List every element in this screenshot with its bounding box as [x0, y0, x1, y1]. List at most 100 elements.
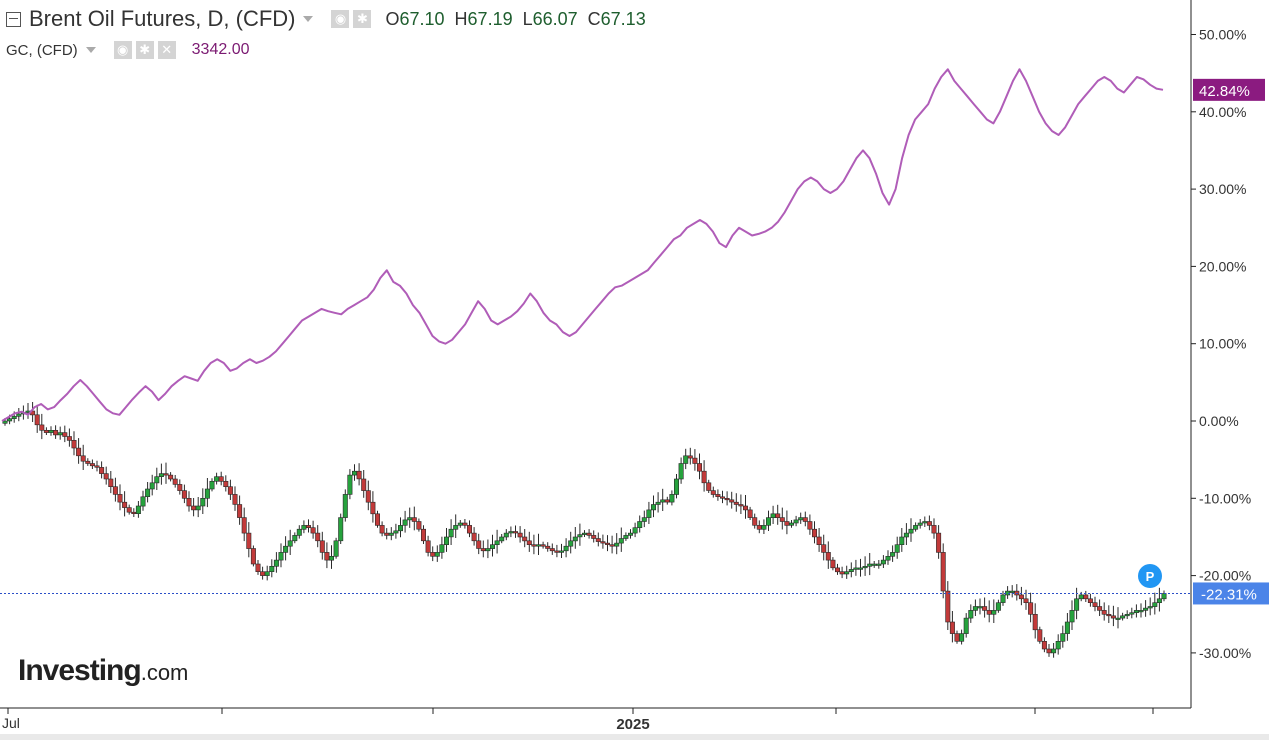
candle [687, 447, 693, 465]
candle [1069, 600, 1075, 630]
candle [807, 514, 813, 535]
eye-icon[interactable]: ◉ [113, 41, 132, 59]
candle-body [57, 432, 63, 436]
candle-body [425, 540, 431, 553]
symbol-title[interactable]: Brent Oil Futures, D, (CFD) [29, 6, 296, 31]
candle-body [623, 535, 629, 539]
candle [163, 462, 169, 484]
chevron-down-icon[interactable] [303, 16, 314, 22]
close-icon[interactable]: ✕ [157, 41, 176, 59]
chevron-down-icon[interactable] [85, 47, 96, 53]
candle-body [135, 505, 141, 514]
candle [1147, 597, 1153, 616]
candle-body [752, 517, 758, 526]
candle-body [315, 532, 321, 542]
candle-body [701, 470, 707, 484]
candle [89, 459, 95, 469]
candle [466, 520, 472, 538]
gear-icon[interactable]: ✱ [135, 41, 154, 59]
candle-body [1124, 613, 1130, 617]
candle-body [416, 521, 422, 530]
y-tick-label: -30.00% [1199, 645, 1251, 661]
candle-body [963, 617, 969, 634]
candle-body [586, 532, 592, 536]
candle [1106, 605, 1112, 623]
candle-body [264, 571, 270, 576]
candle-body [1147, 606, 1153, 609]
candle [779, 507, 785, 530]
candle-body [361, 478, 367, 491]
candle-body [1087, 598, 1093, 603]
candle [926, 515, 932, 531]
candle [195, 497, 201, 518]
candle [76, 438, 82, 464]
candle-body [862, 565, 868, 569]
candle-body [1110, 615, 1116, 619]
candle [310, 520, 316, 539]
candle [315, 525, 321, 548]
candle-body [913, 525, 919, 530]
candle [669, 490, 675, 506]
candle [1124, 610, 1130, 619]
candle [683, 448, 689, 470]
high-label: H [454, 8, 468, 29]
y-tick-label: 40.00% [1199, 104, 1246, 120]
candle-body [485, 548, 491, 552]
gold-series [1, 68, 1164, 422]
candle [177, 479, 183, 495]
candle-body [370, 501, 376, 515]
candle-body [365, 490, 371, 503]
candle-body [1106, 613, 1112, 617]
low-label: L [522, 8, 533, 29]
candle [880, 555, 886, 568]
event-marker-label: P [1146, 569, 1155, 584]
candle [710, 486, 716, 498]
candle [172, 475, 178, 488]
candle [1083, 590, 1089, 602]
candle-body [471, 532, 477, 542]
candle-body [1028, 602, 1034, 615]
candle [545, 542, 551, 552]
candle [940, 543, 946, 599]
candle-body [779, 517, 785, 522]
gc-title[interactable]: GC, (CFD) [6, 41, 78, 59]
candle-body [1000, 594, 1006, 603]
candle [347, 469, 353, 500]
candle [522, 529, 528, 548]
candle-body [1152, 602, 1158, 607]
candle-body [1064, 621, 1070, 634]
candle-body [388, 532, 394, 536]
candle [752, 513, 758, 529]
candle-body [1023, 598, 1029, 603]
candle-body [1115, 617, 1121, 620]
eye-icon[interactable]: ◉ [331, 10, 350, 28]
candle-body [839, 571, 845, 575]
candle-body [867, 563, 873, 567]
candle-body [798, 517, 804, 521]
candle-body [214, 476, 220, 482]
candle [393, 523, 399, 539]
candle-body [756, 525, 762, 530]
candle [811, 521, 817, 544]
candle-body [926, 521, 932, 526]
gear-icon[interactable]: ✱ [353, 10, 372, 28]
candle-body [940, 552, 946, 592]
candle-body [669, 494, 675, 503]
candle-body [853, 567, 859, 570]
collapse-icon[interactable] [6, 11, 21, 27]
candle-body [273, 559, 279, 567]
y-tick-label: 30.00% [1199, 181, 1246, 197]
candle [678, 457, 684, 484]
candle [586, 529, 592, 539]
candle [761, 519, 767, 534]
candle-body [793, 519, 799, 524]
candle [287, 529, 293, 555]
candle-body [876, 563, 882, 566]
candle-body [186, 497, 192, 507]
y-tick-label: 0.00% [1199, 413, 1239, 429]
y-tick-label: 50.00% [1199, 27, 1246, 43]
candle [821, 534, 827, 561]
candle-body [949, 621, 955, 634]
